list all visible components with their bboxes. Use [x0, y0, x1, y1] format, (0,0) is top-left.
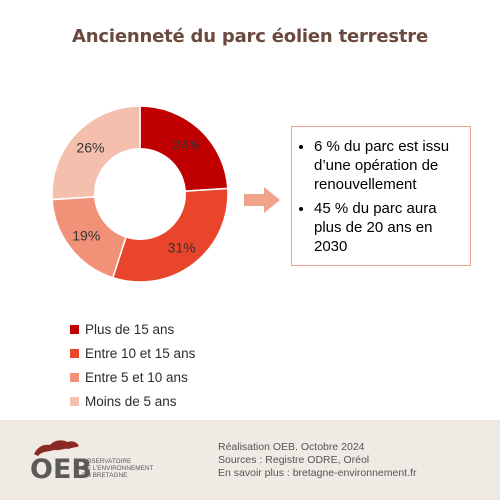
slice-label: 19% [72, 228, 100, 244]
legend-item: Plus de 15 ans [70, 318, 195, 340]
brittany-map-icon [34, 440, 79, 456]
legend-label: Entre 10 et 15 ans [85, 345, 196, 361]
slice-label: 24% [173, 136, 201, 152]
legend-item: Moins de 5 ans [70, 390, 195, 412]
key-fact-1: 6 % du parc est issu d’une opération de … [314, 137, 462, 194]
credit-more: En savoir plus : bretagne-environnement.… [218, 467, 417, 479]
arrow-right-icon [244, 187, 280, 213]
legend-swatch [70, 396, 79, 406]
chart-title: Ancienneté du parc éolien terrestre [72, 26, 428, 47]
legend-label: Moins de 5 ans [85, 393, 177, 409]
legend-label: Entre 5 et 10 ans [85, 369, 188, 385]
credit-realisation: Réalisation OEB. Octobre 2024 [218, 441, 365, 453]
credits: Réalisation OEB. Octobre 2024 Sources : … [218, 441, 416, 480]
legend-item: Entre 10 et 15 ans [70, 342, 195, 364]
legend-label: Plus de 15 ans [85, 321, 175, 337]
slice-label: 26% [76, 139, 104, 155]
footer: OEB Observatoire de l’environnement en B… [0, 420, 500, 500]
chart-legend: Plus de 15 ans Entre 10 et 15 ans Entre … [70, 318, 195, 414]
credit-sources: Sources : Registre ODRE, Oréol [218, 454, 370, 466]
slice-label: 31% [168, 240, 196, 256]
legend-swatch [70, 324, 79, 334]
logo-subtitle: Observatoire de l’environnement en Breta… [82, 458, 154, 479]
logo-text: OEB [30, 454, 92, 485]
oeb-logo: OEB Observatoire de l’environnement en B… [30, 436, 180, 488]
donut-chart: 24% 31% 19% 26% [51, 105, 229, 283]
key-facts-box: 6 % du parc est issu d’une opération de … [291, 126, 471, 266]
key-fact-2: 45 % du parc aura plus de 20 ans en 2030 [314, 199, 462, 256]
legend-swatch [70, 372, 79, 382]
legend-item: Entre 5 et 10 ans [70, 366, 195, 388]
legend-swatch [70, 348, 79, 358]
